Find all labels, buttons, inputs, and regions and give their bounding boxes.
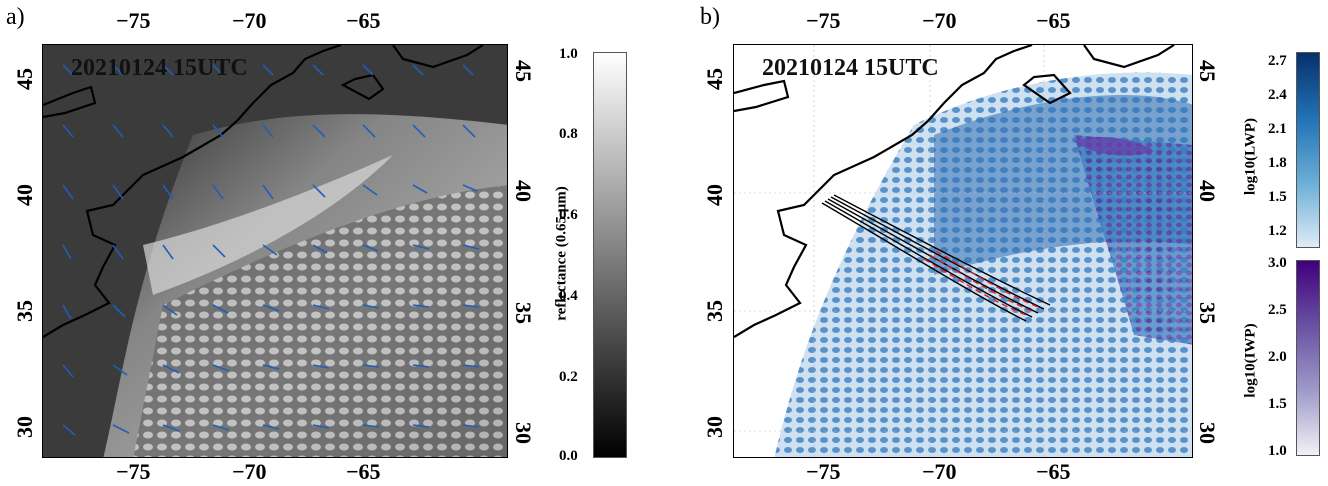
panel-b-right-tick-lat-45: 45: [1195, 60, 1220, 82]
panel-b-map-canvas: [734, 45, 1192, 457]
iwp-tick-1-0: 1.0: [1268, 443, 1287, 459]
coastline: [734, 45, 1175, 338]
panel-a-reflectance-colorbar: [593, 52, 627, 458]
reflectance-tick-0-6: 0.6: [559, 207, 578, 223]
reflectance-tick-0-2: 0.2: [559, 369, 578, 385]
iwp-colorbar: [1296, 260, 1320, 456]
panel-b-bottom-tick-lon-65: −65: [1036, 459, 1071, 484]
panel-a-timestamp: 20210124 15UTC: [71, 55, 248, 81]
panel-b-top-tick-lon-75: −75: [806, 8, 841, 33]
lwp-colorbar: [1296, 52, 1320, 248]
panel-a-bottom-tick-lon-75: −75: [116, 459, 151, 484]
reflectance-tick-0-0: 0.0: [559, 448, 578, 464]
panel-b-timestamp: 20210124 15UTC: [762, 55, 939, 81]
panel-a-top-tick-lon-70: −70: [232, 8, 267, 33]
iwp-tick-1-5: 1.5: [1268, 396, 1287, 412]
ice-cloud-region: [1074, 135, 1192, 345]
panel-a-bottom-tick-lon-70: −70: [232, 459, 267, 484]
panel-b-label: b): [700, 4, 720, 30]
panel-b-top-tick-lon-70: −70: [922, 8, 957, 33]
reflectance-tick-1-0: 1.0: [559, 46, 578, 62]
iwp-tick-2-0: 2.0: [1268, 349, 1287, 365]
panel-b-water-path-map: 20210124 15UTC: [733, 44, 1193, 458]
panel-a-reflectance-map: 20210124 15UTC: [42, 44, 508, 458]
iwp-colorbar-label: log10(IWP): [1242, 323, 1259, 398]
panel-b-left-tick-lat-35: 35: [702, 300, 727, 322]
panel-b-bottom-tick-lon-75: −75: [806, 459, 841, 484]
ice-patch-top: [1074, 136, 1154, 156]
panel-b-bottom-tick-lon-70: −70: [922, 459, 957, 484]
lwp-tick-2-4: 2.4: [1268, 87, 1287, 103]
panel-a-map-canvas: [43, 45, 507, 457]
lwp-tick-1-2: 1.2: [1268, 223, 1287, 239]
panel-b-right-tick-lat-35: 35: [1195, 302, 1220, 324]
lwp-tick-1-5: 1.5: [1268, 189, 1287, 205]
panel-a-bottom-tick-lon-65: −65: [346, 459, 381, 484]
panel-a-left-tick-lat-40: 40: [12, 184, 37, 206]
panel-a-left-tick-lat-35: 35: [12, 300, 37, 322]
panel-a-right-tick-lat-40: 40: [511, 180, 536, 202]
wind-vector-field: [62, 64, 480, 436]
panel-a-top-tick-lon-75: −75: [116, 8, 151, 33]
lwp-tick-2-1: 2.1: [1268, 121, 1287, 137]
bright-cloud-band: [143, 155, 393, 295]
lwp-tick-1-8: 1.8: [1268, 155, 1287, 171]
panel-b-left-tick-lat-45: 45: [702, 68, 727, 90]
iwp-tick-3-0: 3.0: [1268, 255, 1287, 271]
coastline: [43, 45, 484, 338]
panel-b-left-tick-lat-40: 40: [702, 184, 727, 206]
panel-a-top-tick-lon-65: −65: [346, 8, 381, 33]
trajectory-red-segments: [923, 250, 1039, 316]
panel-b-right-tick-lat-30: 30: [1195, 422, 1220, 444]
reflectance-tick-0-8: 0.8: [559, 126, 578, 142]
reflectance-tick-0-4: 0.4: [559, 288, 578, 304]
lat-lon-grid: [734, 45, 1192, 457]
lwp-tick-2-7: 2.7: [1268, 53, 1287, 69]
closed-cell-region: [133, 185, 507, 457]
panel-a-left-tick-lat-45: 45: [12, 68, 37, 90]
reflectance-colorbar-label: reflectance (0.65 μm): [553, 186, 570, 321]
panel-a-right-tick-lat-35: 35: [511, 302, 536, 324]
panel-a-right-tick-lat-30: 30: [511, 422, 536, 444]
trajectory-lines: [821, 194, 1051, 322]
panel-a-right-tick-lat-45: 45: [511, 60, 536, 82]
panel-a-left-tick-lat-30: 30: [12, 416, 37, 438]
lwp-colorbar-label: log10(LWP): [1242, 118, 1259, 195]
panel-a-label: a): [6, 4, 25, 30]
panel-b-right-tick-lat-40: 40: [1195, 180, 1220, 202]
panel-b-top-tick-lon-65: −65: [1036, 8, 1071, 33]
panel-b-left-tick-lat-30: 30: [702, 416, 727, 438]
iwp-tick-2-5: 2.5: [1268, 302, 1287, 318]
